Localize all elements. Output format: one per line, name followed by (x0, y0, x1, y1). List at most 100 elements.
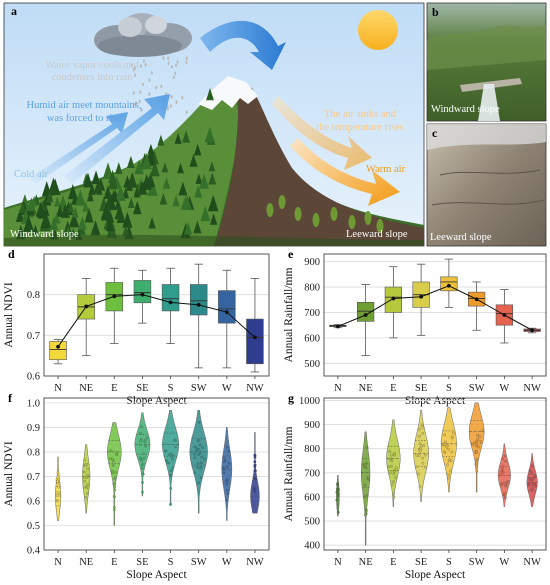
data-point (113, 485, 117, 489)
tree-icon (126, 155, 135, 168)
plot-frame (323, 397, 547, 551)
rain-drop-icon (148, 78, 151, 83)
x-tick-label: NE (359, 383, 373, 394)
tree-icon (330, 207, 338, 221)
data-point (442, 443, 446, 446)
data-point (111, 464, 115, 467)
data-point (86, 492, 89, 495)
panel-b-letter: b (432, 5, 439, 19)
data-point (113, 488, 117, 492)
rain-drop-icon (167, 56, 170, 60)
y-tick-label: 0.7 (27, 472, 40, 483)
data-point (363, 465, 366, 468)
data-point (83, 479, 87, 483)
tree-icon (84, 208, 94, 223)
data-point (171, 457, 174, 461)
tree-icon (54, 196, 61, 207)
rain-drop-icon (141, 82, 144, 87)
tree-icon (195, 173, 203, 184)
data-point (224, 479, 228, 483)
data-point (481, 429, 484, 432)
data-point (56, 479, 59, 483)
tree-icon (133, 186, 141, 198)
tree-icon (93, 181, 102, 194)
data-point (112, 482, 116, 486)
data-point (442, 450, 446, 453)
data-point (501, 465, 505, 468)
data-point (534, 484, 538, 488)
humid-label-line2: was forced to rise (47, 113, 122, 124)
rain-drop-icon (174, 71, 177, 76)
data-point (195, 446, 198, 450)
data-point (253, 453, 257, 457)
sinks-label-line2: the temperature rises (316, 122, 403, 133)
data-point (164, 449, 168, 453)
data-point (141, 462, 145, 466)
tree-icon (189, 154, 198, 167)
data-point (388, 457, 391, 461)
data-point (421, 456, 425, 460)
violin-SE (413, 409, 429, 502)
rain-drop-icon (172, 75, 175, 80)
tree-icon (182, 130, 191, 143)
mean-point (253, 335, 257, 340)
tree-icon (161, 162, 169, 173)
box-S (161, 284, 180, 312)
data-point (476, 437, 480, 441)
data-point (471, 442, 475, 446)
tree-icon (157, 134, 165, 146)
data-point (57, 485, 60, 489)
data-point (169, 502, 172, 506)
data-point (199, 476, 203, 480)
cold-air-label: Cold air (14, 169, 49, 180)
data-point (421, 461, 425, 465)
data-point (363, 483, 367, 487)
tree-icon (182, 195, 192, 210)
data-point (528, 478, 532, 482)
tree-icon (177, 162, 184, 174)
tree-icon (90, 219, 101, 236)
windward-forest (15, 88, 219, 240)
data-point (530, 487, 534, 490)
y-tick-label: 900 (304, 257, 320, 268)
rain-drop-icon (160, 84, 163, 89)
tree-icon (147, 179, 158, 196)
tree-icon (105, 200, 112, 211)
data-point (447, 458, 451, 461)
data-point (114, 470, 117, 474)
rain-drop-icon (130, 63, 133, 67)
data-point (424, 465, 427, 469)
data-point (170, 468, 174, 472)
tree-icon (364, 211, 372, 225)
data-point (111, 457, 115, 461)
tree-icon (91, 170, 101, 184)
data-point (253, 486, 256, 490)
snow-cap (198, 76, 258, 110)
data-point (141, 481, 144, 484)
data-point (419, 447, 423, 451)
panel-c-letter: c (432, 126, 438, 140)
data-point (84, 463, 87, 467)
x-tick-label: NW (246, 383, 264, 394)
humid-label-line1: Humid air meet mountains, (27, 100, 142, 111)
x-tick-label: SW (469, 557, 485, 568)
data-point (141, 452, 145, 456)
windward-slope-label: Windward slope (10, 229, 79, 240)
data-point (503, 496, 507, 500)
data-point (145, 436, 149, 440)
data-point (501, 471, 505, 474)
rain-drop-icon (155, 85, 158, 90)
data-point (225, 499, 229, 502)
tree-icon (376, 219, 384, 233)
tree-icon (108, 173, 118, 190)
data-point (169, 452, 173, 456)
tree-icon (30, 195, 38, 207)
data-point (365, 462, 368, 465)
tree-icon (60, 203, 70, 218)
sinks-label-line1: The air sinks and (324, 109, 397, 120)
x-tick-label: N (334, 557, 342, 568)
panel-b-caption: Windward slope (431, 104, 500, 115)
data-point (253, 456, 257, 459)
rain-drop-icon (185, 60, 188, 65)
violin-N (55, 456, 62, 521)
